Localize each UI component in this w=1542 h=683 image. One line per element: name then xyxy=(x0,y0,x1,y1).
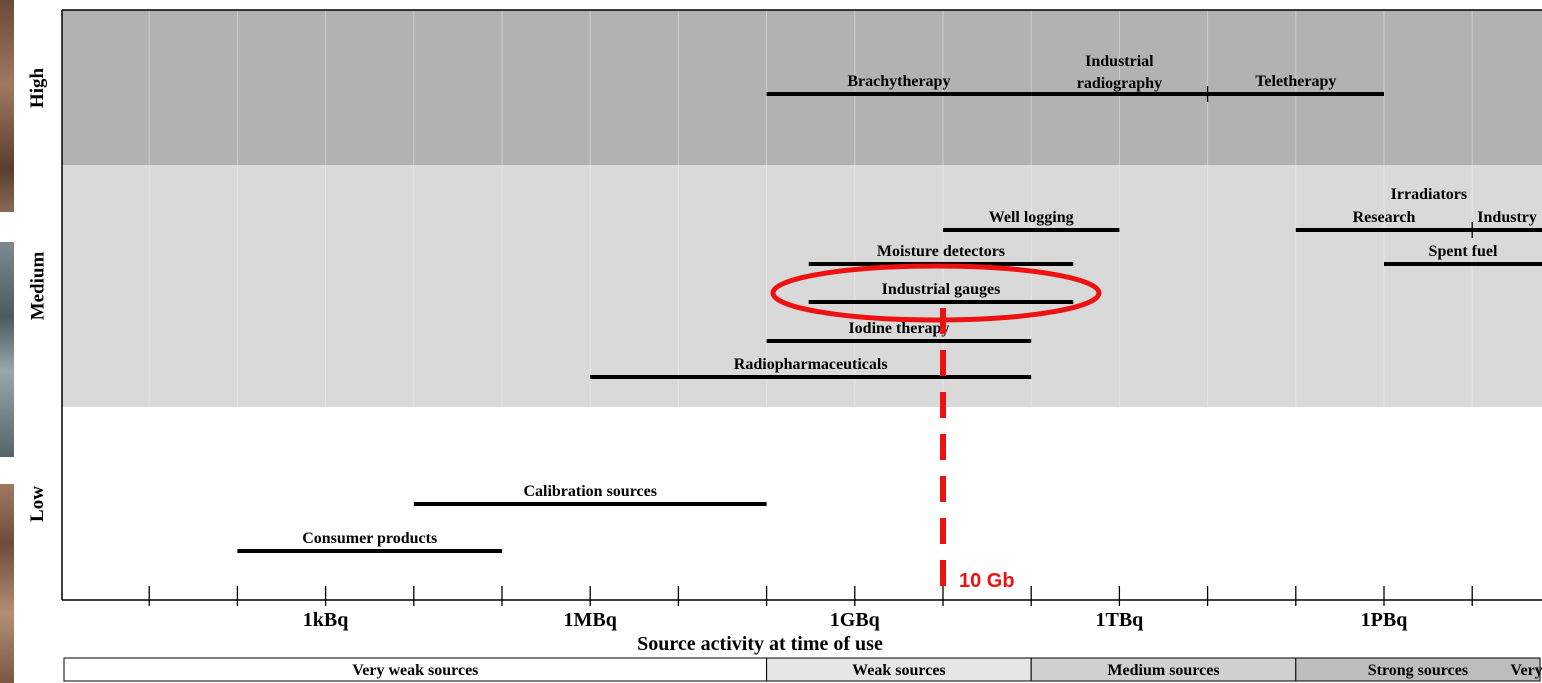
range-label-industrial-gauges: Industrial gauges xyxy=(882,281,1001,298)
range-label-teletherapy: Teletherapy xyxy=(1255,73,1336,90)
x-tick-label-1kbq: 1kBq xyxy=(303,609,349,631)
range-label-iodine-therapy: Iodine therapy xyxy=(848,320,949,337)
photo-strip-high xyxy=(0,0,14,212)
annotation-highlight-ellipse xyxy=(770,263,1102,323)
strength-band-label-weak-sources: Weak sources xyxy=(852,662,945,679)
range-label-spent-fuel: Spent fuel xyxy=(1429,243,1498,260)
range-label-radiopharmaceuticals: Radiopharmaceuticals xyxy=(734,356,888,373)
group-label-irradiators: Irradiators xyxy=(1391,186,1467,203)
range-label-industrial-radiography-line-1: radiography xyxy=(1077,75,1162,92)
strength-band-label-strong-sources: Strong sources xyxy=(1368,662,1468,679)
photo-strip-low xyxy=(0,484,14,683)
strength-band-label-medium-sources: Medium sources xyxy=(1107,662,1219,679)
strength-band-label-very-weak-sources: Very weak sources xyxy=(352,662,478,679)
range-label-industrial-radiography-line-0: Industrial xyxy=(1085,53,1154,70)
photo-strip-medium xyxy=(0,242,14,457)
annotation-10gb-label: 10 Gb xyxy=(959,570,1015,592)
x-tick-label-1gbq: 1GBq xyxy=(830,609,880,631)
x-axis-title: Source activity at time of use xyxy=(637,633,883,655)
risk-band-medium xyxy=(62,165,1542,407)
range-label-brachytherapy: Brachytherapy xyxy=(847,73,950,90)
range-label-consumer-products: Consumer products xyxy=(302,530,437,547)
range-label-industry: Industry xyxy=(1477,209,1537,226)
strength-band-strong-sources xyxy=(1295,657,1541,682)
strength-band-label-very-strong: Very strong xyxy=(1510,662,1542,679)
risk-band-low xyxy=(62,407,1542,600)
x-tick-label-1tbq: 1TBq xyxy=(1095,609,1143,631)
range-label-research: Research xyxy=(1353,209,1416,226)
x-tick-label-1mbq: 1MBq xyxy=(564,609,617,631)
x-tick-label-1pbq: 1PBq xyxy=(1361,609,1408,631)
range-label-moisture-detectors: Moisture detectors xyxy=(877,243,1005,260)
range-label-well-logging: Well logging xyxy=(989,209,1074,226)
risk-band-high xyxy=(62,10,1542,165)
range-label-calibration-sources: Calibration sources xyxy=(523,483,656,500)
